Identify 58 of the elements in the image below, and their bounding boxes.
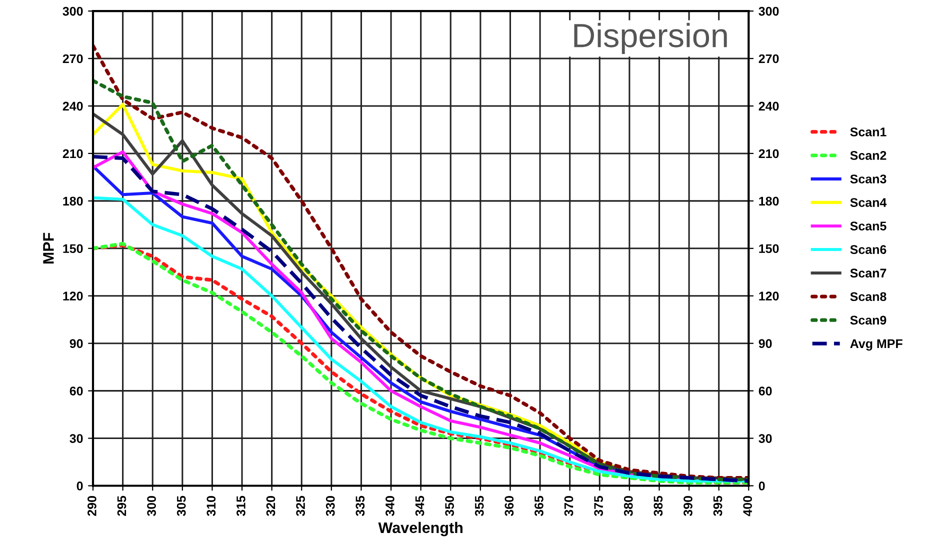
x-tick-label: 305	[176, 496, 186, 516]
y-tick-label: 90	[70, 339, 83, 348]
x-tick-label: 295	[117, 496, 126, 516]
y-tick-label: 180	[63, 196, 83, 206]
y2-tick-label: 210	[758, 149, 779, 158]
legend-label: Scan1	[850, 128, 886, 136]
y2-tick-label: 270	[758, 54, 779, 64]
y-tick-label: 30	[70, 434, 83, 443]
x-tick-label: 365	[534, 496, 544, 516]
y-axis-title: MPF	[43, 232, 54, 264]
y2-tick-label: 0	[758, 482, 765, 490]
x-tick-label: 370	[564, 496, 574, 516]
x-tick-label: 290	[88, 496, 96, 516]
x-tick-label: 400	[743, 496, 752, 516]
y-tick-label: 150	[63, 244, 83, 254]
x-tick-label: 325	[296, 496, 305, 516]
y-tick-label: 270	[62, 54, 83, 64]
x-tick-label: 335	[356, 496, 365, 516]
y2-tick-label: 120	[759, 292, 779, 301]
y-tick-label: 60	[70, 386, 83, 396]
y2-tick-label: 150	[759, 244, 779, 254]
x-tick-label: 360	[504, 496, 514, 516]
y2-tick-label: 90	[758, 339, 772, 348]
x-tick-label: 320	[266, 496, 276, 516]
y-tick-label: 210	[62, 149, 83, 158]
legend-label: Scan9	[850, 316, 886, 325]
x-tick-label: 390	[684, 496, 692, 516]
legend-label: Avg MPF	[850, 339, 902, 351]
legend-label: Scan2	[850, 151, 886, 160]
y2-tick-label: 180	[759, 196, 779, 206]
legend-label: Scan4	[850, 198, 887, 207]
x-tick-label: 395	[713, 496, 722, 516]
legend-label: Scan7	[850, 268, 886, 278]
x-tick-label: 350	[445, 496, 454, 516]
legend-label: Scan6	[850, 245, 886, 254]
y2-tick-label: 300	[758, 6, 779, 16]
x-tick-label: 385	[654, 496, 663, 516]
y-tick-label: 120	[63, 292, 83, 301]
x-tick-label: 375	[594, 496, 604, 516]
x-tick-label: 380	[624, 496, 633, 516]
x-tick-label: 310	[206, 496, 216, 516]
x-tick-label: 345	[415, 496, 424, 516]
chart-title: Dispersion	[574, 22, 727, 54]
legend-label: Scan8	[850, 292, 886, 302]
x-axis-title: Wavelength	[378, 522, 462, 536]
legend-label: Scan3	[850, 174, 886, 184]
y2-tick-label: 30	[758, 434, 772, 443]
y-tick-label: 240	[62, 102, 83, 111]
y-tick-label: 0	[76, 482, 83, 490]
x-tick-label: 300	[147, 496, 156, 516]
x-tick-label: 330	[326, 496, 335, 516]
legend-label: Scan5	[850, 222, 886, 230]
y2-tick-label: 60	[758, 386, 772, 396]
x-tick-label: 355	[474, 496, 484, 516]
x-tick-label: 315	[236, 496, 246, 516]
x-tick-label: 340	[386, 496, 394, 516]
y2-tick-label: 240	[758, 102, 779, 111]
y-tick-label: 300	[62, 6, 83, 16]
